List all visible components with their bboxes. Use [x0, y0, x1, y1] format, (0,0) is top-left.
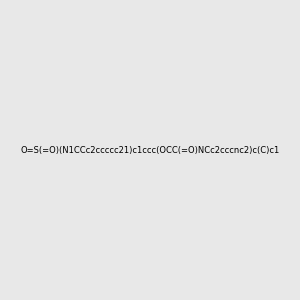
- Text: O=S(=O)(N1CCc2ccccc21)c1ccc(OCC(=O)NCc2cccnc2)c(C)c1: O=S(=O)(N1CCc2ccccc21)c1ccc(OCC(=O)NCc2c…: [20, 146, 280, 154]
